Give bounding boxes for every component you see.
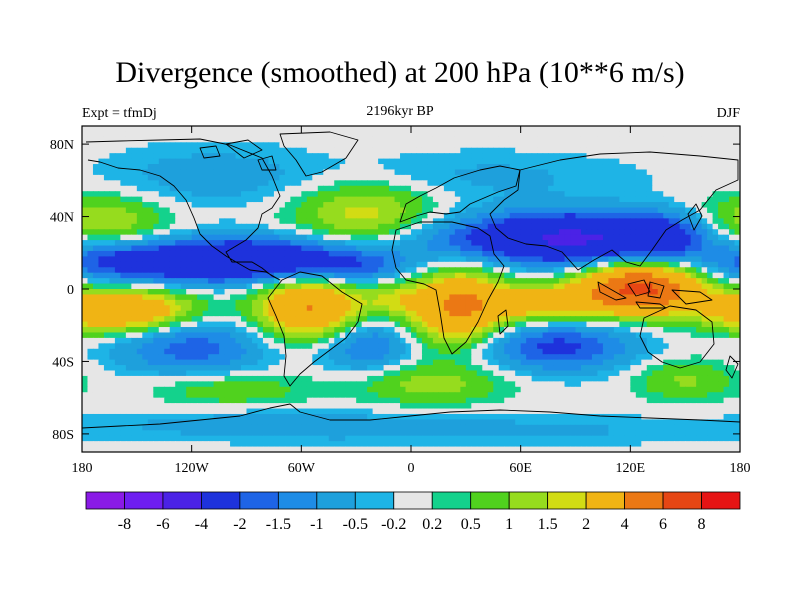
- coast-africa: [391, 221, 505, 355]
- lon-tick-label: 120E: [616, 461, 646, 476]
- lon-tick-label: 60W: [288, 461, 316, 476]
- coast-madagascar: [497, 309, 509, 335]
- colorbar-swatch: [85, 491, 125, 510]
- colorbar-swatch: [239, 491, 279, 510]
- colorbar-label: -1.5: [266, 516, 291, 533]
- colorbar-swatch: [547, 491, 587, 510]
- coast-maritime-continent: [597, 279, 713, 309]
- colorbar-label: 1.5: [538, 516, 558, 533]
- experiment-label: Expt = tfmDj: [82, 106, 157, 121]
- coast-asia: [489, 151, 739, 271]
- coast-europe: [399, 165, 521, 223]
- coast-antarctica: [82, 403, 740, 429]
- coastlines: [82, 131, 740, 429]
- colorbar-label: -0.5: [343, 516, 368, 533]
- season-label: DJF: [716, 106, 740, 121]
- colorbar-swatch: [662, 491, 702, 510]
- coast-north-america: [85, 138, 281, 281]
- lat-tick-label: 0: [67, 283, 74, 298]
- colorbar-swatch: [470, 491, 510, 510]
- coast-australia: [639, 305, 715, 369]
- coast-japan: [687, 203, 703, 231]
- colorbar-swatch: [393, 491, 433, 510]
- colorbar-swatch: [624, 491, 664, 510]
- colorbar-label: 4: [621, 516, 629, 533]
- lat-tick-label: 80S: [52, 428, 74, 443]
- lat-tick-label: 40N: [50, 211, 74, 226]
- colorbar-label: 2: [582, 516, 590, 533]
- lon-tick-label: 180: [730, 461, 751, 476]
- lon-tick-label: 120W: [175, 461, 210, 476]
- colorbar-swatch: [354, 491, 395, 510]
- lat-tick-label: 40S: [52, 355, 74, 370]
- colorbar-swatch: [316, 491, 356, 510]
- colorbar-label: -1: [310, 516, 323, 533]
- colorbar-label: -0.2: [381, 516, 406, 533]
- lon-tick-label: 180: [72, 461, 93, 476]
- coast-arctic-islands: [199, 139, 277, 171]
- colorbar-swatch: [277, 491, 318, 510]
- colorbar-label: -8: [118, 516, 131, 533]
- colorbar-swatch: [201, 491, 241, 510]
- coast-south-america: [267, 271, 363, 387]
- colorbar-label: -4: [195, 516, 208, 533]
- divergence-field: [82, 126, 740, 452]
- colorbar-label: 8: [698, 516, 706, 533]
- colorbar-swatch: [431, 491, 472, 510]
- colorbar-label: 0.5: [461, 516, 481, 533]
- colorbar-label: 6: [659, 516, 667, 533]
- colorbar-label: -6: [156, 516, 169, 533]
- colorbar-swatch: [701, 491, 741, 510]
- map-axes: 80N 40N 0 40S 80S 180 120W 60W 0 60E 120E 180: [50, 126, 751, 476]
- lat-tick-label: 80N: [50, 138, 74, 153]
- colorbar-label: -2: [233, 516, 246, 533]
- colorbar-swatch: [124, 491, 164, 510]
- colorbar-swatch: [162, 491, 202, 510]
- colorbar-swatch: [585, 491, 625, 510]
- lon-tick-label: 0: [408, 461, 415, 476]
- lon-tick-label: 60E: [509, 461, 532, 476]
- colorbar-swatch: [508, 491, 549, 510]
- colorbar-label: 1: [505, 516, 513, 533]
- coast-greenland: [279, 131, 359, 177]
- map-title: Divergence (smoothed) at 200 hPa (10**6 …: [115, 56, 685, 89]
- colorbar: -8 -6 -4 -2 -1.5 -1 -0.5 -0.2 0.2 0.5 1 1.5 2 4 6 8: [85, 491, 741, 533]
- time-label: 2196kyr BP: [366, 104, 434, 119]
- colorbar-label: 0.2: [422, 516, 442, 533]
